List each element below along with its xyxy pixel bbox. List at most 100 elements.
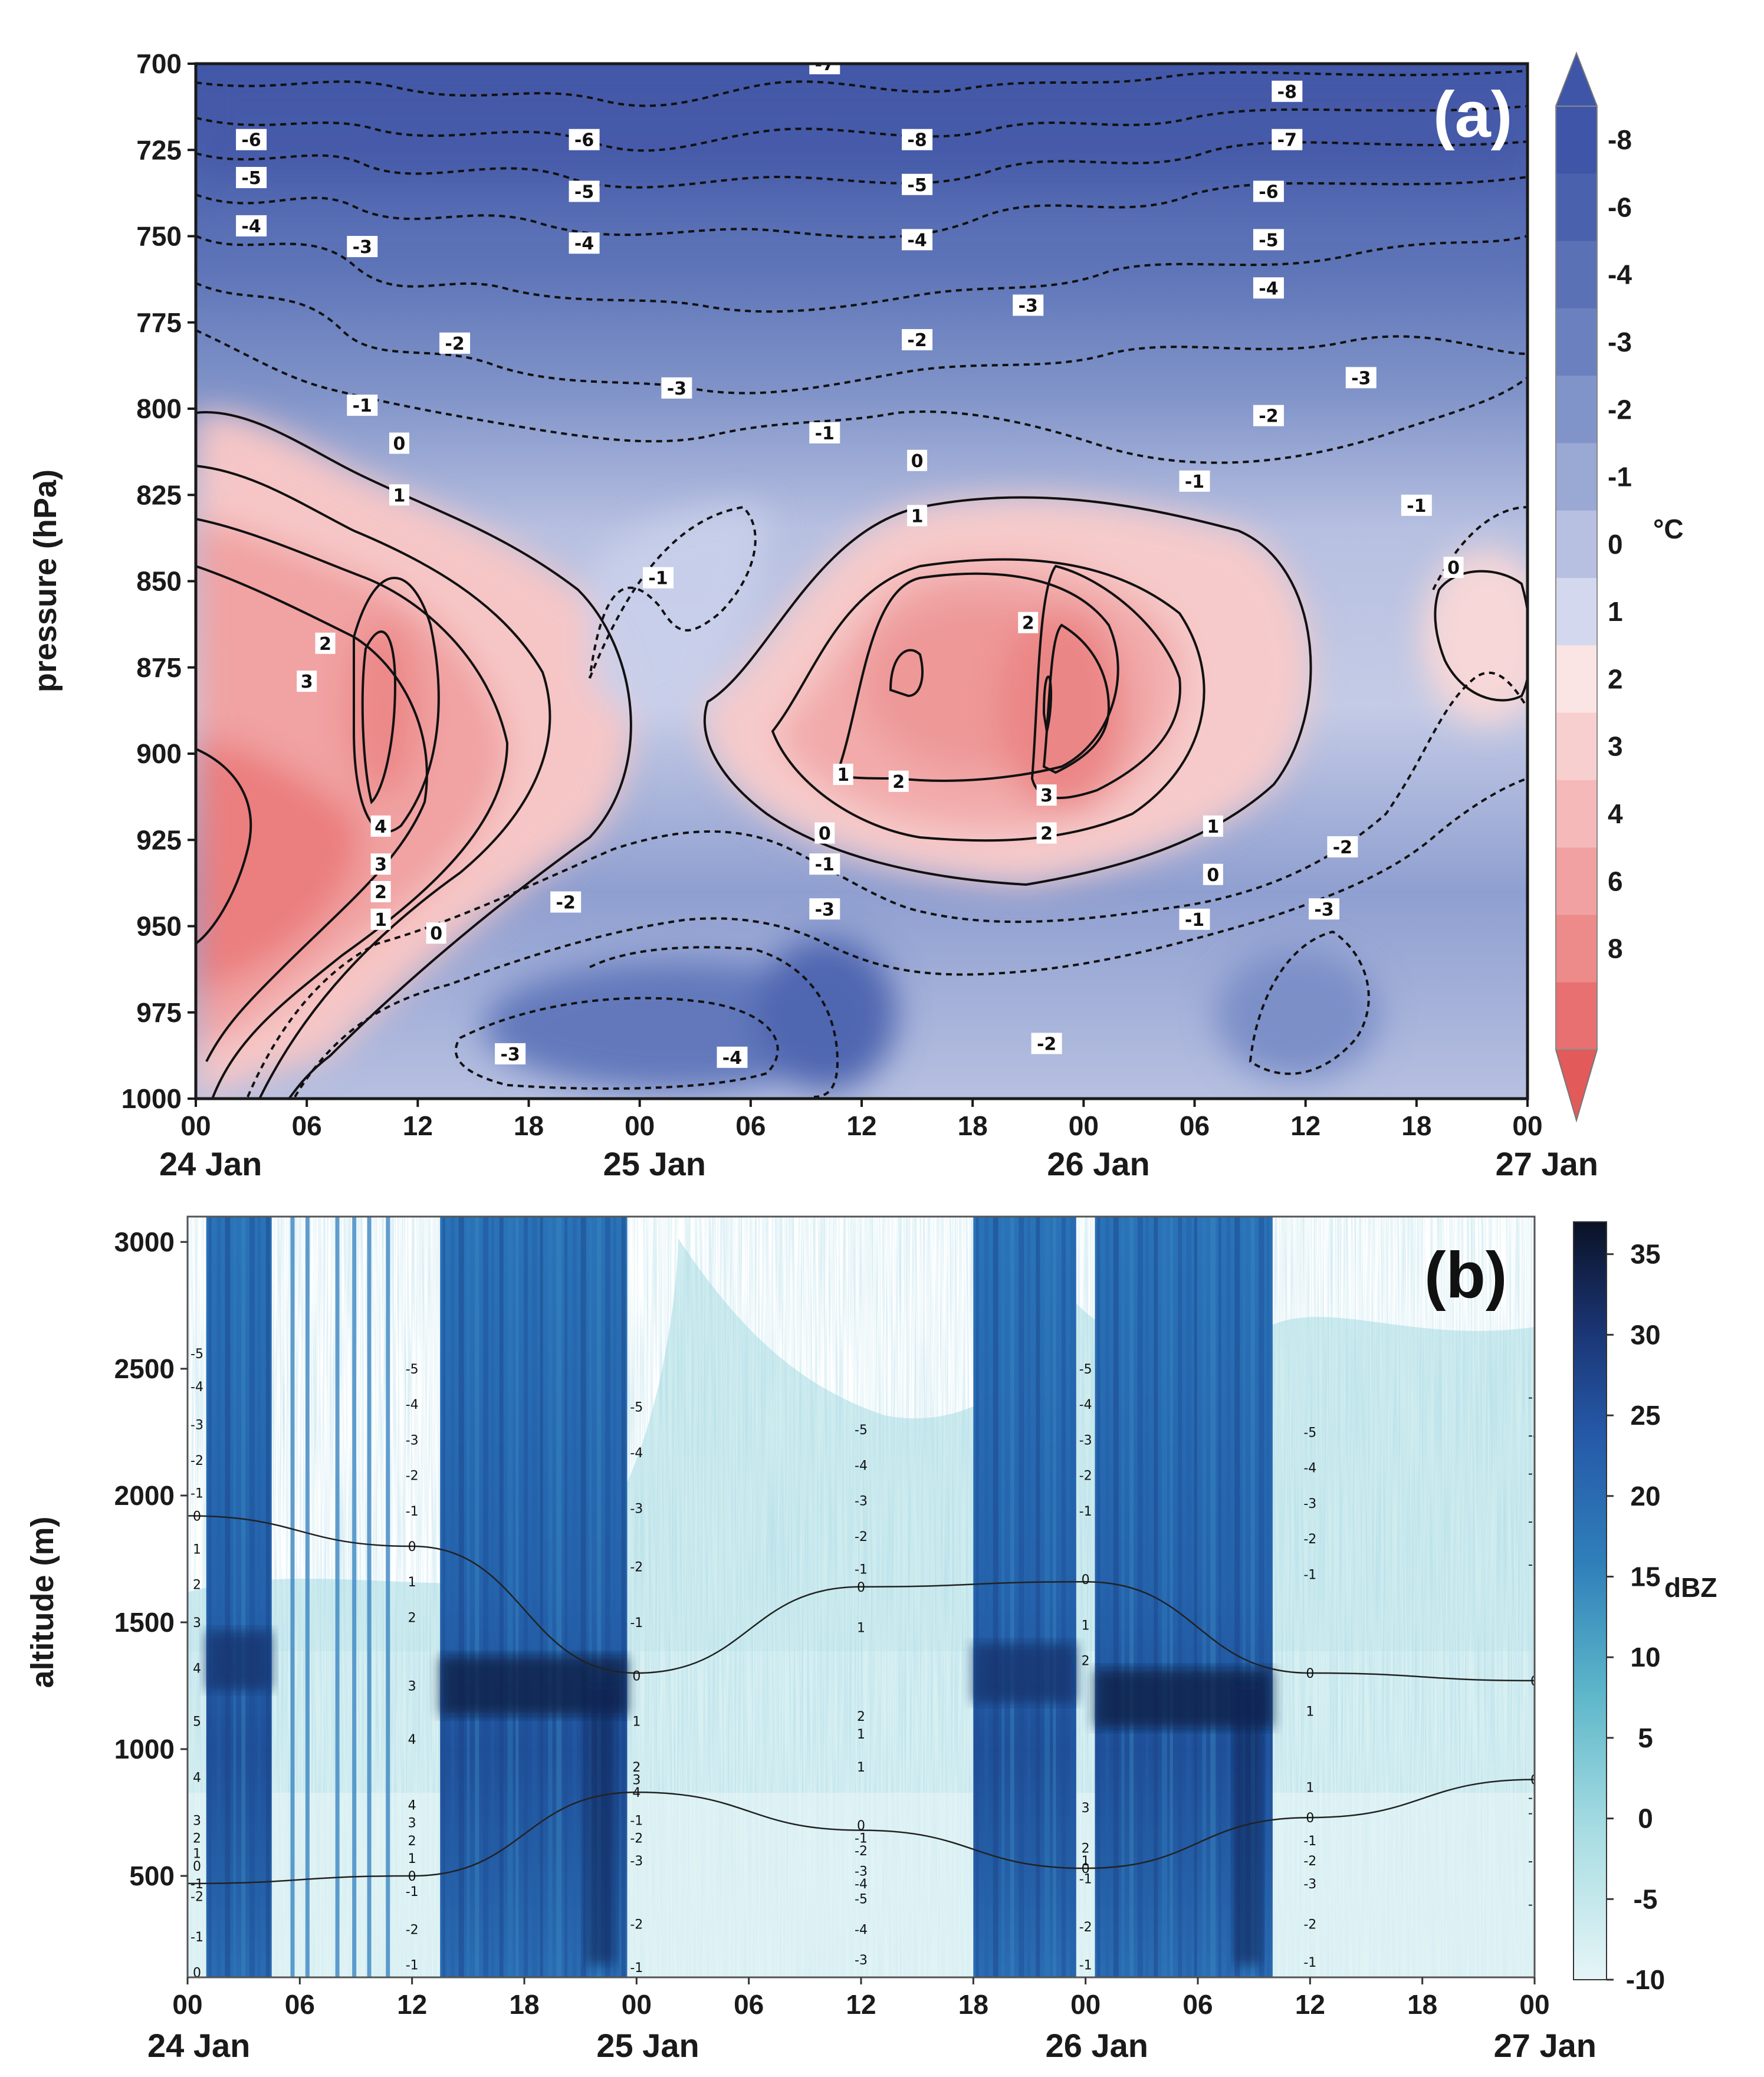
sounding-value: -1 — [855, 1832, 868, 1846]
sounding-value: -1 — [1079, 1504, 1092, 1519]
svg-text:-2: -2 — [556, 893, 576, 913]
sounding-value: -1 — [630, 1616, 643, 1631]
sounding-value: -3 — [855, 1864, 868, 1879]
y-tick-label: 2000 — [114, 1480, 175, 1511]
sounding-value: 2 — [857, 1710, 865, 1724]
contour-label: -2 — [1031, 1033, 1062, 1054]
svg-text:-5: -5 — [1259, 230, 1278, 251]
svg-text:-1: -1 — [815, 855, 835, 875]
sounding-value: -1 — [630, 1813, 643, 1828]
svg-text:0: 0 — [1207, 865, 1219, 886]
panel-a-tag: (a) — [1433, 78, 1512, 151]
sounding-value: -2 — [1528, 1806, 1541, 1821]
svg-text:-6: -6 — [574, 130, 594, 151]
contour-label: -2 — [439, 332, 471, 354]
x-tick-label: 12 — [846, 1989, 876, 2020]
contour-label: 0 — [1203, 863, 1223, 886]
sounding-value: -2 — [190, 1889, 203, 1904]
contour-label: 0 — [426, 922, 446, 944]
sounding-value: -5 — [190, 1347, 203, 1362]
contour-label: -6 — [569, 129, 600, 151]
x-tick-label: 12 — [403, 1110, 433, 1141]
precip-band — [206, 1217, 272, 1977]
contour-label: 2 — [315, 632, 336, 655]
sounding-value: 2 — [408, 1834, 416, 1849]
x-tick-label: 00 — [1069, 1110, 1099, 1141]
sounding-value: -3 — [190, 1418, 203, 1433]
y-tick-label: 750 — [136, 221, 182, 252]
contour-label: 2 — [1036, 822, 1057, 844]
sounding-value: 3 — [632, 1773, 640, 1788]
sounding-value: -3 — [855, 1494, 868, 1509]
x-tick-label: 18 — [958, 1989, 988, 2020]
sounding-value: -1 — [1303, 1834, 1316, 1849]
svg-text:2: 2 — [375, 882, 387, 903]
svg-text:-8: -8 — [907, 130, 927, 151]
y-tick-label: 975 — [136, 997, 182, 1028]
sounding-value: -3 — [1079, 1433, 1092, 1448]
contour-label: 0 — [907, 449, 928, 472]
x-tick-label: 18 — [1401, 1110, 1431, 1141]
x-tick-label: 06 — [734, 1989, 764, 2020]
sounding-value: -1 — [1528, 1854, 1541, 1869]
sounding-value: 1 — [1082, 1618, 1090, 1633]
y-tick-label: 725 — [136, 134, 182, 165]
svg-text:0: 0 — [819, 824, 831, 844]
svg-text:2: 2 — [892, 772, 905, 793]
sounding-value: 2 — [632, 1760, 640, 1775]
colorbar-tick-label: 0 — [1608, 529, 1623, 560]
sounding-value: 2 — [193, 1832, 201, 1846]
colorbar-tick-label: -2 — [1608, 394, 1632, 425]
y-tick-label: 1500 — [114, 1607, 175, 1638]
sounding-value: -5 — [630, 1401, 643, 1415]
contour-label: -3 — [1345, 367, 1377, 389]
colorbar-segment — [1556, 308, 1597, 376]
sounding-value: 4 — [408, 1799, 416, 1813]
x-tick-label: 06 — [735, 1110, 766, 1141]
svg-text:2: 2 — [1022, 613, 1034, 634]
sounding-value: 1 — [408, 1852, 416, 1866]
panel-b-colorbar: 35 30 25 20 15 10 5 0 -5 -10 dBZ — [1573, 1221, 1717, 1995]
contour-label: 1 — [389, 484, 409, 506]
sounding-value: -2 — [855, 1844, 868, 1859]
contour-label: -3 — [495, 1043, 526, 1065]
colorbar-tick-label: 10 — [1630, 1642, 1660, 1672]
contour-label: -4 — [902, 229, 933, 251]
colorbar-tick-label: 5 — [1638, 1723, 1653, 1753]
contour-label: -7 — [809, 64, 840, 75]
sounding-value: -1 — [1079, 1958, 1092, 1973]
sounding-value: -5 — [1303, 1426, 1316, 1441]
sounding-value: -4 — [1303, 1461, 1316, 1476]
sounding-value: 4 — [193, 1661, 201, 1676]
sounding-value: 4 — [408, 1733, 416, 1747]
sounding-value: -2 — [1303, 1854, 1316, 1869]
sounding-value: 0 — [1082, 1862, 1090, 1876]
svg-text:3: 3 — [375, 855, 387, 875]
contour-label: -5 — [236, 167, 267, 189]
x-tick-label: 18 — [514, 1110, 544, 1141]
precipitation-bands — [206, 1217, 1273, 1977]
date-label: 27 Jan — [1494, 2027, 1597, 2064]
sounding-value: -2 — [1079, 1920, 1092, 1935]
svg-text:3: 3 — [1040, 786, 1053, 806]
panel-a-ylabel: pressure (hPa) — [28, 469, 63, 692]
sounding-value: -4 — [406, 1398, 419, 1412]
contour-label: -4 — [236, 215, 267, 237]
sounding-labels: -5-4-3-2-101234543210-1-2-10-5-4-3-2-101… — [190, 1347, 1541, 1977]
sounding-value: 1 — [193, 1846, 201, 1861]
contour-label: -2 — [550, 891, 582, 913]
sounding-value: 0 — [1530, 1674, 1539, 1689]
svg-text:3: 3 — [301, 672, 313, 692]
colorbar-segment — [1556, 847, 1597, 915]
panel-a-axes: 7007257507758008258508759009259509751000… — [121, 48, 1598, 1182]
y-tick-label: 900 — [136, 738, 182, 769]
contour-label: -1 — [643, 567, 674, 589]
svg-text:-1: -1 — [1185, 910, 1204, 931]
sounding-value: 0 — [632, 1669, 640, 1684]
contour-label: -5 — [569, 180, 600, 202]
contour-label: 1 — [1203, 815, 1223, 837]
svg-text:-4: -4 — [722, 1048, 742, 1069]
sounding-value: 4 — [632, 1786, 640, 1800]
